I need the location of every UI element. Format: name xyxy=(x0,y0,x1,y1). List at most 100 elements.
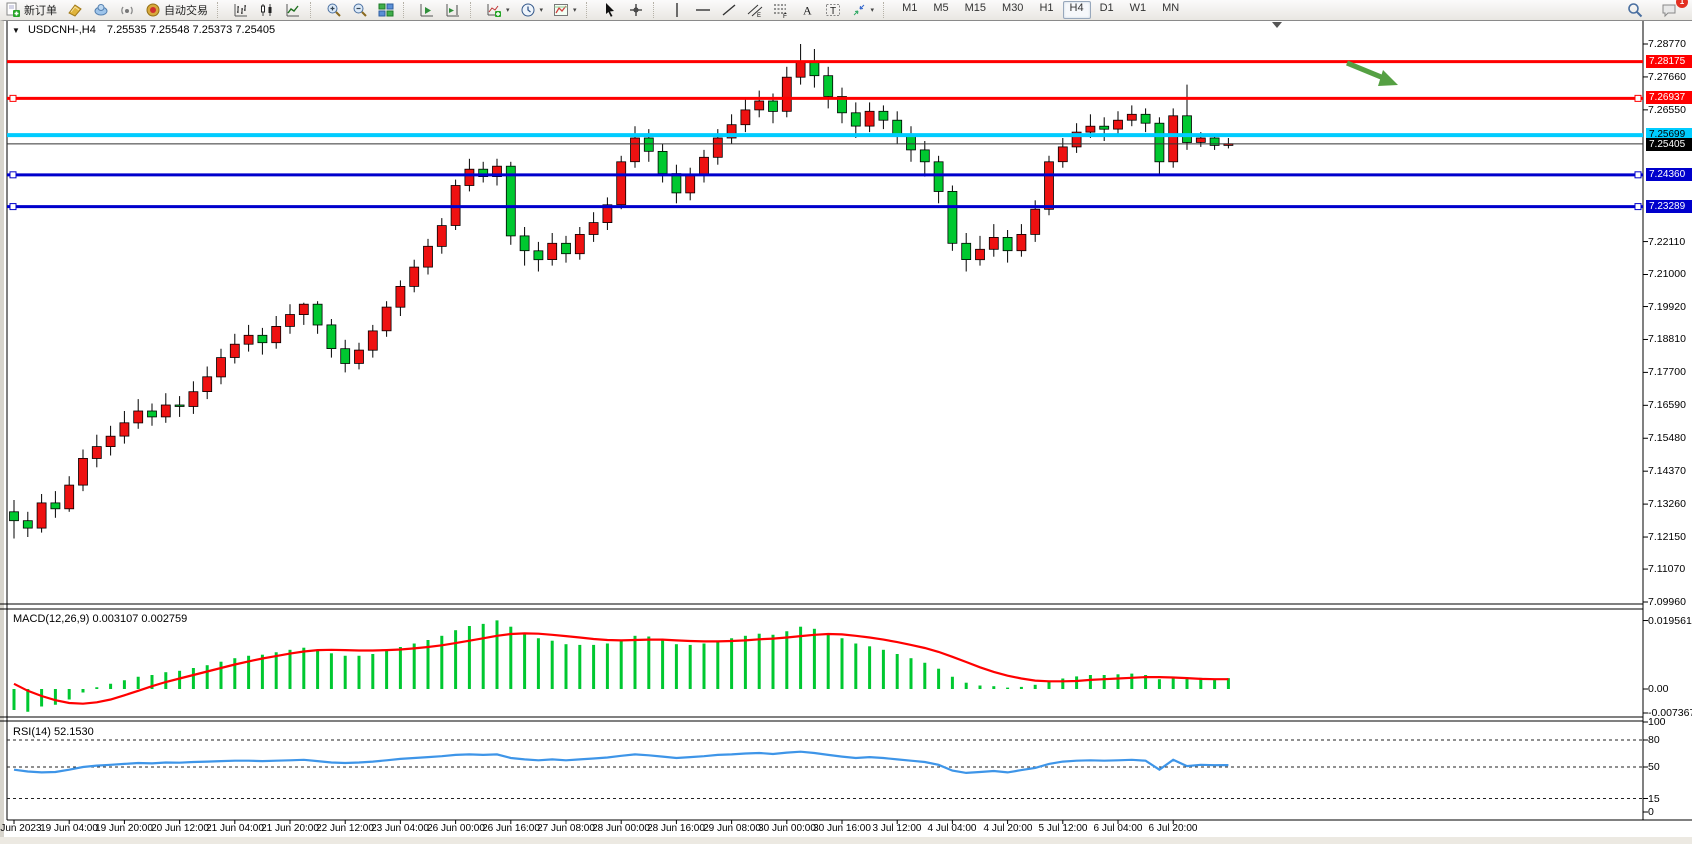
arrows-button[interactable]: ▾ xyxy=(846,0,880,20)
zoom-out-icon xyxy=(352,2,368,18)
chart-shift-icon xyxy=(445,2,461,18)
dropdown-arrow-icon[interactable]: ▾ xyxy=(539,7,544,14)
chart-shift-marker[interactable] xyxy=(1272,22,1282,28)
dropdown-arrow-icon[interactable]: ▾ xyxy=(573,7,577,14)
tile-icon xyxy=(378,2,394,18)
indicator-add-icon xyxy=(486,2,502,18)
indicators-button[interactable]: ▾ xyxy=(481,0,515,20)
crosshair-button[interactable] xyxy=(623,0,649,20)
arrow-annotation-head[interactable] xyxy=(1378,70,1398,86)
template-icon xyxy=(553,2,569,18)
rsi-panel-splitter[interactable] xyxy=(0,717,1692,721)
toolbar-separator xyxy=(470,2,478,18)
main-toolbar: 新订单 自动交易 ▾ ▾ ▾ E F A T ▾ M1 M5 M15 M30 H1 H4 D1 W1 MN 1 xyxy=(0,0,1692,21)
dropdown-arrow-icon[interactable]: ▾ xyxy=(870,7,875,14)
line-mode-icon xyxy=(285,2,301,18)
line-chart-button[interactable] xyxy=(280,0,306,20)
charts-button[interactable] xyxy=(62,0,88,20)
vertical-line-button[interactable] xyxy=(664,0,690,20)
shapes-icon xyxy=(851,2,867,18)
cursor-icon xyxy=(602,2,618,18)
crosshair-icon xyxy=(628,2,644,18)
toolbar-separator xyxy=(585,2,594,18)
horizontal-line-button[interactable] xyxy=(690,0,716,20)
timeframe-m30-button[interactable]: M30 xyxy=(1002,2,1024,14)
timeframe-m15-button[interactable]: M15 xyxy=(964,2,987,14)
svg-text:F: F xyxy=(783,13,787,18)
timeframe-mn-button[interactable]: MN xyxy=(1162,2,1180,14)
candle-mode-icon xyxy=(259,2,275,18)
timeframe-m5-button[interactable]: M5 xyxy=(933,2,949,14)
bar-chart-button[interactable] xyxy=(228,0,254,20)
equidistant-channel-button[interactable]: E xyxy=(742,0,768,20)
notification-badge[interactable]: 1 xyxy=(1676,0,1688,8)
community-button[interactable]: 1 xyxy=(1656,0,1688,20)
chart-window[interactable] xyxy=(0,20,1692,838)
text-button[interactable]: A xyxy=(794,0,820,20)
timeframe-h1-button[interactable]: H1 xyxy=(1039,2,1054,14)
fibonacci-button[interactable]: F xyxy=(768,0,794,20)
periods-button[interactable]: ▾ xyxy=(515,0,549,20)
auto-scroll-button[interactable] xyxy=(414,0,440,20)
timeframe-h4-button[interactable]: H4 xyxy=(1062,1,1091,19)
text-a-icon: A xyxy=(799,2,815,18)
templates-button[interactable]: ▾ xyxy=(548,0,582,20)
hline-icon xyxy=(695,2,711,18)
timeframe-w1-button[interactable]: W1 xyxy=(1129,2,1147,14)
line-anchor[interactable] xyxy=(9,203,17,211)
line-anchor[interactable] xyxy=(1634,94,1642,102)
toolbar-separator xyxy=(217,2,225,18)
dropdown-arrow-icon[interactable]: ▾ xyxy=(506,7,510,14)
fibo-icon: F xyxy=(773,2,789,18)
arrow-annotation[interactable] xyxy=(1346,60,1387,82)
toolbar-separator xyxy=(403,2,411,18)
trendline-button[interactable] xyxy=(716,0,742,20)
line-anchor[interactable] xyxy=(9,94,17,102)
chart-shift-button[interactable] xyxy=(440,0,466,20)
search-button[interactable] xyxy=(1622,0,1648,20)
signals-button[interactable] xyxy=(114,0,140,20)
search-icon xyxy=(1627,2,1643,18)
svg-text:E: E xyxy=(757,13,761,18)
macd-signal-line xyxy=(13,632,1229,705)
svg-text:T: T xyxy=(830,6,836,17)
timeframe-d1-button[interactable]: D1 xyxy=(1099,2,1114,14)
community-icon xyxy=(1661,2,1677,18)
gold-doc-icon xyxy=(67,2,83,18)
autotrading-button[interactable]: 自动交易 xyxy=(140,0,213,20)
line-anchor[interactable] xyxy=(1634,171,1642,179)
text-t-icon: T xyxy=(825,2,841,18)
new-order-icon xyxy=(5,2,21,18)
zoom-in-button[interactable] xyxy=(321,0,347,20)
candles xyxy=(9,44,1234,539)
publish-button[interactable] xyxy=(88,0,114,20)
toolbar-separator xyxy=(652,2,661,18)
toolbar-separator xyxy=(310,2,318,18)
new-order-button-label: 新订单 xyxy=(24,5,57,17)
svg-text:A: A xyxy=(803,4,812,18)
timeframe-m1-button[interactable]: M1 xyxy=(902,2,918,14)
toolbar-separator xyxy=(883,2,891,18)
cursor-button[interactable] xyxy=(597,0,623,20)
line-anchor[interactable] xyxy=(1634,203,1642,211)
text-label-button[interactable]: T xyxy=(820,0,846,20)
clock-icon xyxy=(520,2,536,18)
rsi-line xyxy=(13,750,1229,775)
signal-icon xyxy=(119,2,135,18)
candlestick-button[interactable] xyxy=(254,0,280,20)
autotrading-button-label: 自动交易 xyxy=(164,5,208,17)
zoom-out-button[interactable] xyxy=(347,0,373,20)
trendline-icon xyxy=(721,2,737,18)
new-order-button[interactable]: 新订单 xyxy=(0,0,62,20)
autotrade-icon xyxy=(145,2,161,18)
macd-panel-splitter[interactable] xyxy=(0,605,1692,609)
zoom-in-icon xyxy=(326,2,342,18)
tile-windows-button[interactable] xyxy=(373,0,399,20)
channel-icon: E xyxy=(747,2,763,18)
auto-scroll-icon xyxy=(419,2,435,18)
bars-mode-icon xyxy=(233,2,249,18)
line-anchor[interactable] xyxy=(9,171,17,179)
vline-icon xyxy=(669,2,685,18)
